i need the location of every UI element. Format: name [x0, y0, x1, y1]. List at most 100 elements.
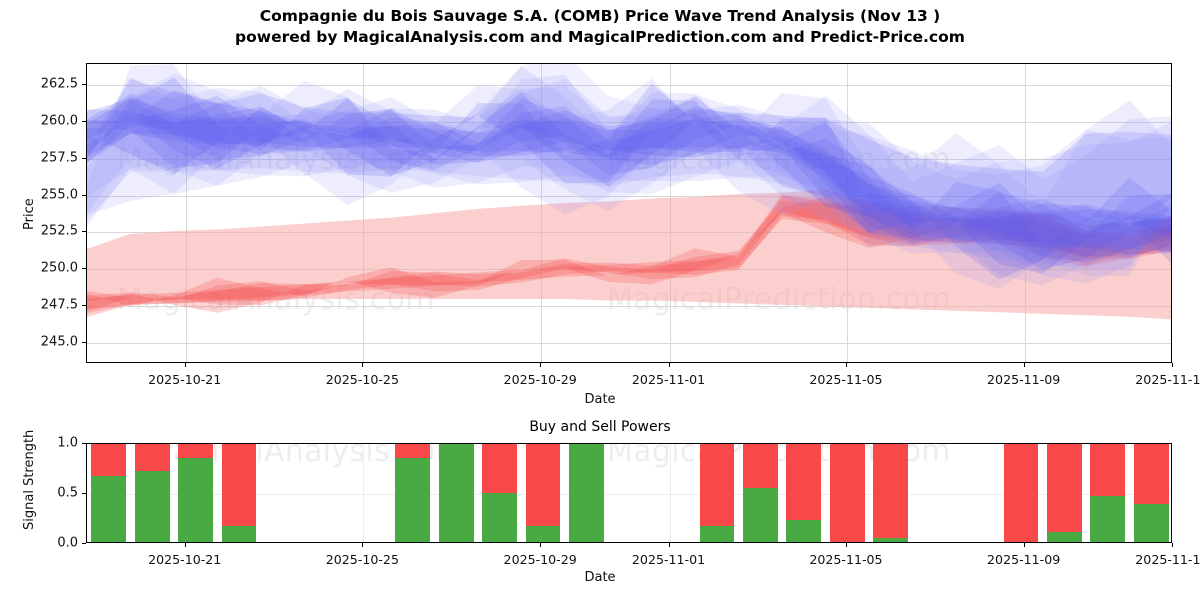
signal-bar[interactable]: [438, 444, 474, 542]
wave-band: [87, 94, 1171, 255]
buy-power-segment: [438, 444, 474, 542]
price-x-tick-label: 2025-11-09: [987, 372, 1061, 387]
sell-power-segment: [1047, 444, 1082, 532]
x-axis-tick: [1171, 363, 1173, 367]
gridline-horizontal: [87, 494, 1171, 495]
wave-band: [87, 95, 1171, 270]
page-title: Compagnie du Bois Sauvage S.A. (COMB) Pr…: [259, 7, 941, 25]
wave-band: [87, 195, 1171, 310]
signal-bar[interactable]: [1003, 444, 1039, 542]
price-y-tick-label: 262.5: [40, 76, 78, 92]
buy-power-segment: [1047, 532, 1082, 542]
signal-bar[interactable]: [1047, 444, 1082, 542]
x-axis-tick: [1023, 543, 1025, 547]
bar-x-axis-title: Date: [584, 570, 616, 585]
sell-power-segment: [178, 444, 213, 458]
x-axis-tick: [668, 543, 670, 547]
signal-bar[interactable]: [178, 444, 213, 542]
x-axis-tick: [845, 363, 847, 367]
price-y-tick-label: 260.0: [40, 113, 78, 129]
bar-x-tick-label: 2025-11-05: [809, 552, 883, 567]
y-axis-tick: [82, 83, 86, 85]
sell-power-segment: [699, 444, 735, 526]
sell-power-segment: [395, 444, 431, 458]
x-axis-tick: [362, 543, 364, 547]
signal-bar[interactable]: [786, 444, 822, 542]
y-axis-tick: [82, 268, 86, 270]
wave-band: [87, 77, 1171, 277]
buy-power-segment: [221, 526, 257, 542]
price-x-tick-label: 2025-10-21: [148, 372, 222, 387]
signal-bar[interactable]: [742, 444, 778, 542]
gridline-horizontal: [87, 306, 1171, 308]
signal-bar[interactable]: [91, 444, 127, 542]
buy-power-segment: [134, 471, 170, 542]
price-y-tick-label: 257.5: [40, 150, 78, 166]
signal-bar[interactable]: [221, 444, 257, 542]
price-y-tick-label: 245.0: [40, 334, 78, 350]
price-wave-chart-plot-area: MagicalAnalysis.com MagicalPrediction.com…: [86, 63, 1172, 363]
price-wave-bands: [87, 64, 1171, 320]
buy-power-segment: [569, 444, 604, 542]
wave-band: [87, 90, 1171, 274]
price-y-tick-label: 255.0: [40, 187, 78, 203]
signal-bar[interactable]: [1090, 444, 1126, 542]
gridline-vertical: [363, 444, 365, 542]
price-x-tick-label: 2025-11-01: [631, 372, 706, 387]
gridline-horizontal: [87, 121, 1171, 123]
y-axis-tick: [82, 157, 86, 159]
x-axis-tick: [1171, 543, 1173, 547]
price-y-tick-label: 247.5: [40, 297, 78, 313]
sell-power-segment: [1090, 444, 1126, 496]
signal-bar[interactable]: [525, 444, 561, 542]
sell-power-segment: [742, 444, 778, 488]
sell-power-segment: [91, 444, 127, 476]
x-axis-tick: [184, 543, 186, 547]
gridline-vertical: [363, 64, 365, 362]
sell-power-segment: [786, 444, 822, 520]
signal-bar[interactable]: [134, 444, 170, 542]
price-x-tick-label: 2025-11-13: [1135, 372, 1200, 387]
sell-power-segment: [873, 444, 908, 538]
bar-y-tick-label: 0.5: [57, 485, 78, 501]
bar-x-tick-label: 2025-10-25: [325, 552, 399, 567]
y-axis-tick: [82, 194, 86, 196]
signal-bar[interactable]: [395, 444, 431, 542]
bar-y-axis-title: Signal Strength: [22, 429, 37, 530]
x-axis-tick: [845, 543, 847, 547]
x-axis-tick: [540, 543, 542, 547]
signal-bar[interactable]: [829, 444, 865, 542]
signal-bar[interactable]: [482, 444, 518, 542]
price-x-tick-label: 2025-11-05: [809, 372, 883, 387]
wave-band: [87, 78, 1171, 270]
gridline-horizontal: [87, 84, 1171, 86]
y-axis-tick: [82, 543, 86, 544]
gridline-horizontal: [87, 158, 1171, 160]
buy-power-segment: [1133, 504, 1169, 542]
gridline-horizontal: [87, 343, 1171, 345]
sell-power-segment: [134, 444, 170, 471]
signal-bar[interactable]: [699, 444, 735, 542]
sell-power-segment: [1133, 444, 1169, 504]
y-axis-tick: [82, 493, 86, 494]
bar-y-tick-label: 0.0: [57, 535, 78, 551]
x-axis-tick: [362, 363, 364, 367]
price-y-tick-label: 250.0: [40, 260, 78, 276]
sell-power-segment: [1003, 444, 1039, 542]
price-y-axis-title: Price: [22, 198, 37, 230]
signal-bar[interactable]: [873, 444, 908, 542]
buy-power-segment: [699, 526, 735, 542]
wave-band: [87, 98, 1171, 257]
buy-power-segment: [482, 493, 518, 542]
signal-bar[interactable]: [569, 444, 604, 542]
bar-x-tick-label: 2025-11-01: [631, 552, 706, 567]
gridline-vertical: [185, 64, 187, 362]
sell-power-segment: [221, 444, 257, 526]
wave-band: [87, 64, 1171, 289]
signal-bar[interactable]: [1133, 444, 1169, 542]
y-axis-tick: [82, 305, 86, 307]
wave-band: [87, 77, 1171, 280]
bar-x-tick-label: 2025-10-21: [148, 552, 222, 567]
wave-band: [87, 97, 1171, 252]
sell-power-segment: [525, 444, 561, 526]
